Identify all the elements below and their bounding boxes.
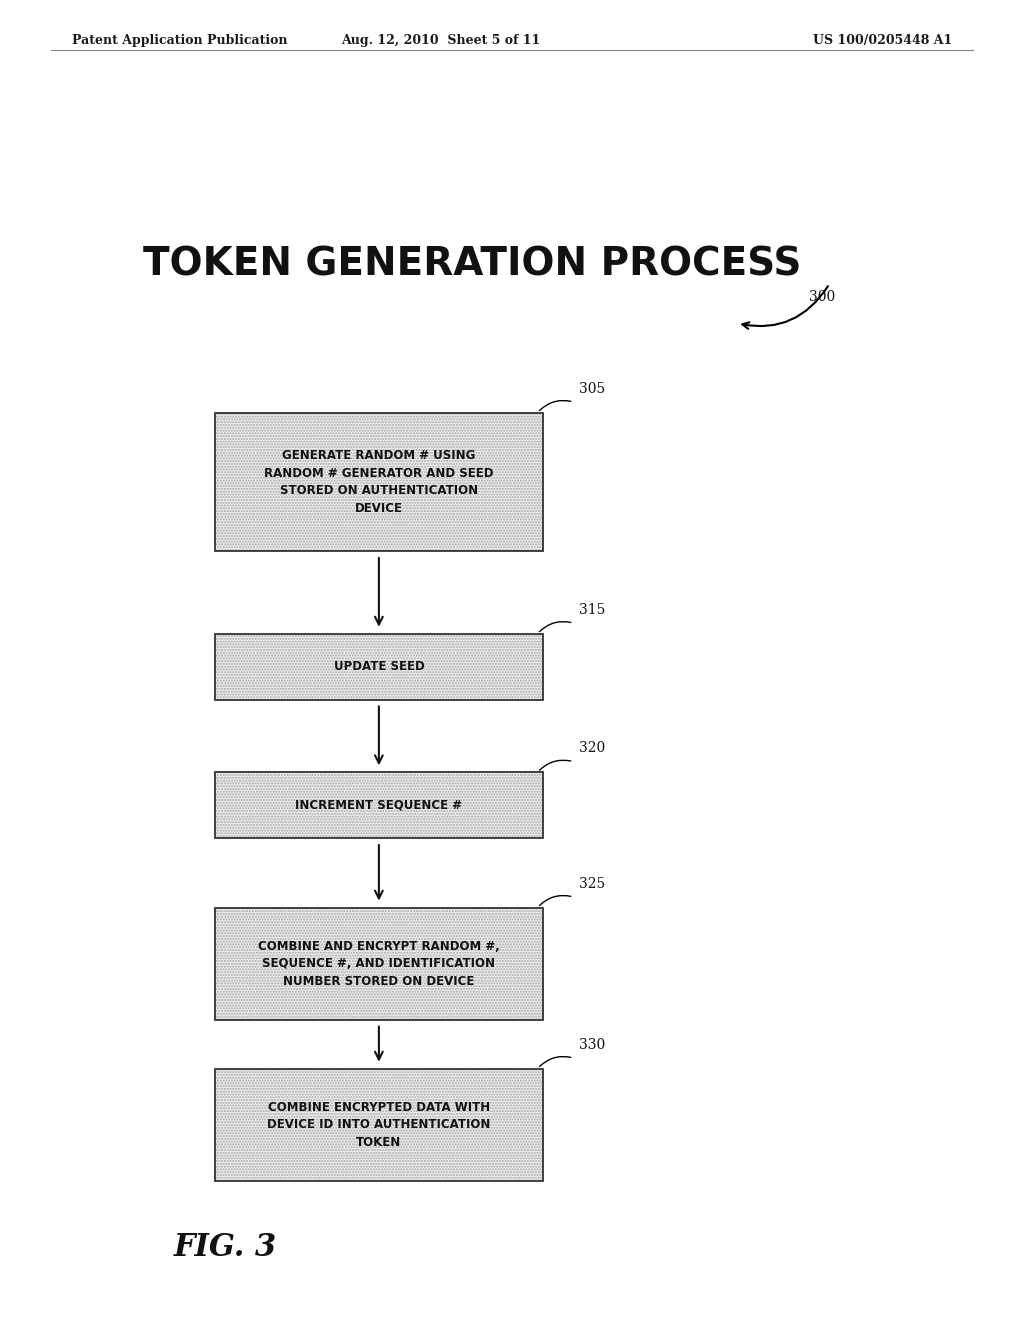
Text: Patent Application Publication: Patent Application Publication bbox=[72, 34, 287, 48]
Text: COMBINE AND ENCRYPT RANDOM #,
SEQUENCE #, AND IDENTIFICATION
NUMBER STORED ON DE: COMBINE AND ENCRYPT RANDOM #, SEQUENCE #… bbox=[258, 940, 500, 987]
Bar bbox=[215, 412, 543, 552]
Text: INCREMENT SEQUENCE #: INCREMENT SEQUENCE # bbox=[295, 799, 463, 812]
Bar bbox=[215, 772, 543, 838]
Bar bbox=[215, 412, 543, 552]
Bar bbox=[215, 772, 543, 838]
Bar bbox=[215, 634, 543, 700]
Bar bbox=[215, 634, 543, 700]
Bar bbox=[215, 1069, 543, 1180]
Bar bbox=[215, 908, 543, 1019]
Bar bbox=[215, 1069, 543, 1180]
Text: 305: 305 bbox=[579, 381, 605, 396]
Text: 320: 320 bbox=[579, 742, 605, 755]
Bar bbox=[215, 412, 543, 552]
Text: GENERATE RANDOM # USING
RANDOM # GENERATOR AND SEED
STORED ON AUTHENTICATION
DEV: GENERATE RANDOM # USING RANDOM # GENERAT… bbox=[264, 449, 494, 515]
Text: US 100/0205448 A1: US 100/0205448 A1 bbox=[813, 34, 952, 48]
Text: TOKEN GENERATION PROCESS: TOKEN GENERATION PROCESS bbox=[143, 246, 802, 282]
Text: Aug. 12, 2010  Sheet 5 of 11: Aug. 12, 2010 Sheet 5 of 11 bbox=[341, 34, 540, 48]
Text: 315: 315 bbox=[579, 603, 605, 616]
Text: 300: 300 bbox=[809, 290, 836, 304]
Text: UPDATE SEED: UPDATE SEED bbox=[334, 660, 424, 673]
Bar bbox=[215, 772, 543, 838]
Bar bbox=[215, 1069, 543, 1180]
Text: 325: 325 bbox=[579, 876, 605, 891]
Text: FIG. 3: FIG. 3 bbox=[174, 1232, 276, 1263]
Bar bbox=[215, 908, 543, 1019]
Bar bbox=[215, 634, 543, 700]
Text: COMBINE ENCRYPTED DATA WITH
DEVICE ID INTO AUTHENTICATION
TOKEN: COMBINE ENCRYPTED DATA WITH DEVICE ID IN… bbox=[267, 1101, 490, 1148]
Text: 330: 330 bbox=[579, 1038, 605, 1052]
Bar bbox=[215, 908, 543, 1019]
